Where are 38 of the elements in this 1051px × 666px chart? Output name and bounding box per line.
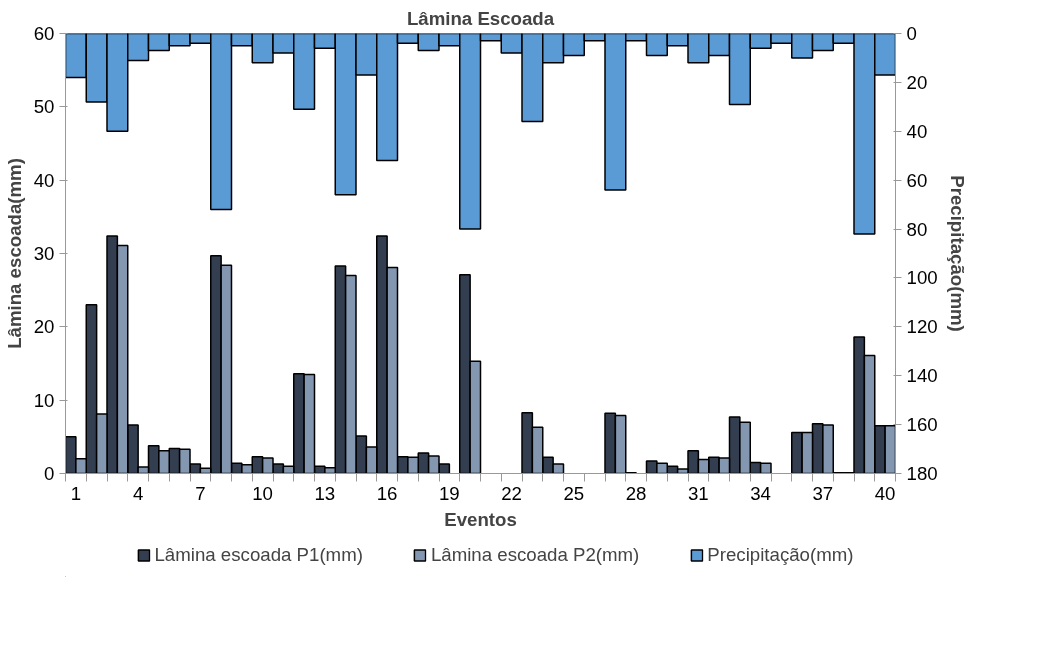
- y-tick-label: 50: [33, 96, 55, 118]
- x-tick-label: 31: [688, 482, 709, 504]
- x-tick-label: 22: [501, 482, 523, 504]
- y2-tick-label: 20: [906, 71, 928, 93]
- y2-tick-label: 180: [906, 463, 938, 484]
- x-tick-label: 28: [625, 482, 647, 504]
- y2-tick-label: 0: [906, 23, 917, 44]
- y-tick-label: 20: [33, 316, 55, 338]
- x-tick-label: 10: [252, 482, 274, 504]
- x-tick-label: 37: [812, 482, 834, 504]
- x-tick-label: 25: [563, 482, 585, 504]
- y-tick-label: 10: [33, 389, 55, 411]
- x-tick-label: 34: [750, 482, 772, 504]
- x-tick-label: 40: [874, 482, 896, 504]
- y-tick-label: 30: [33, 243, 55, 264]
- chart-title: Lâmina Escoada: [406, 7, 555, 29]
- y2-tick-label: 100: [906, 267, 938, 289]
- y2-tick-label: 80: [906, 218, 928, 240]
- x-tick-label: 4: [132, 482, 144, 504]
- y-tick-label: 60: [33, 23, 55, 44]
- y2-tick-label: 60: [906, 169, 928, 191]
- y-tick-label: 0: [44, 463, 55, 484]
- legend-label: Precipitação(mm): [707, 543, 854, 566]
- y2-tick-label: 40: [906, 120, 928, 142]
- y-axis-title: Lâmina escoada(mm): [3, 158, 25, 349]
- x-tick-label: 16: [376, 482, 398, 504]
- y2-tick-label: 160: [906, 414, 938, 436]
- y2-tick-label: 120: [906, 316, 938, 338]
- x-tick-label: 19: [439, 482, 460, 504]
- x-tick-label: 7: [195, 482, 206, 504]
- y2-axis-title: Precipitação(mm): [946, 175, 968, 332]
- y-tick-label: 40: [33, 169, 55, 191]
- x-axis-title: Eventos: [444, 508, 517, 530]
- y2-tick-label: 140: [906, 365, 938, 387]
- legend-label: Lâmina escoada P1(mm): [154, 543, 363, 566]
- legend-label: Lâmina escoada P2(mm): [430, 543, 640, 566]
- x-tick-label: 13: [314, 482, 336, 504]
- x-tick-label: 1: [70, 482, 82, 504]
